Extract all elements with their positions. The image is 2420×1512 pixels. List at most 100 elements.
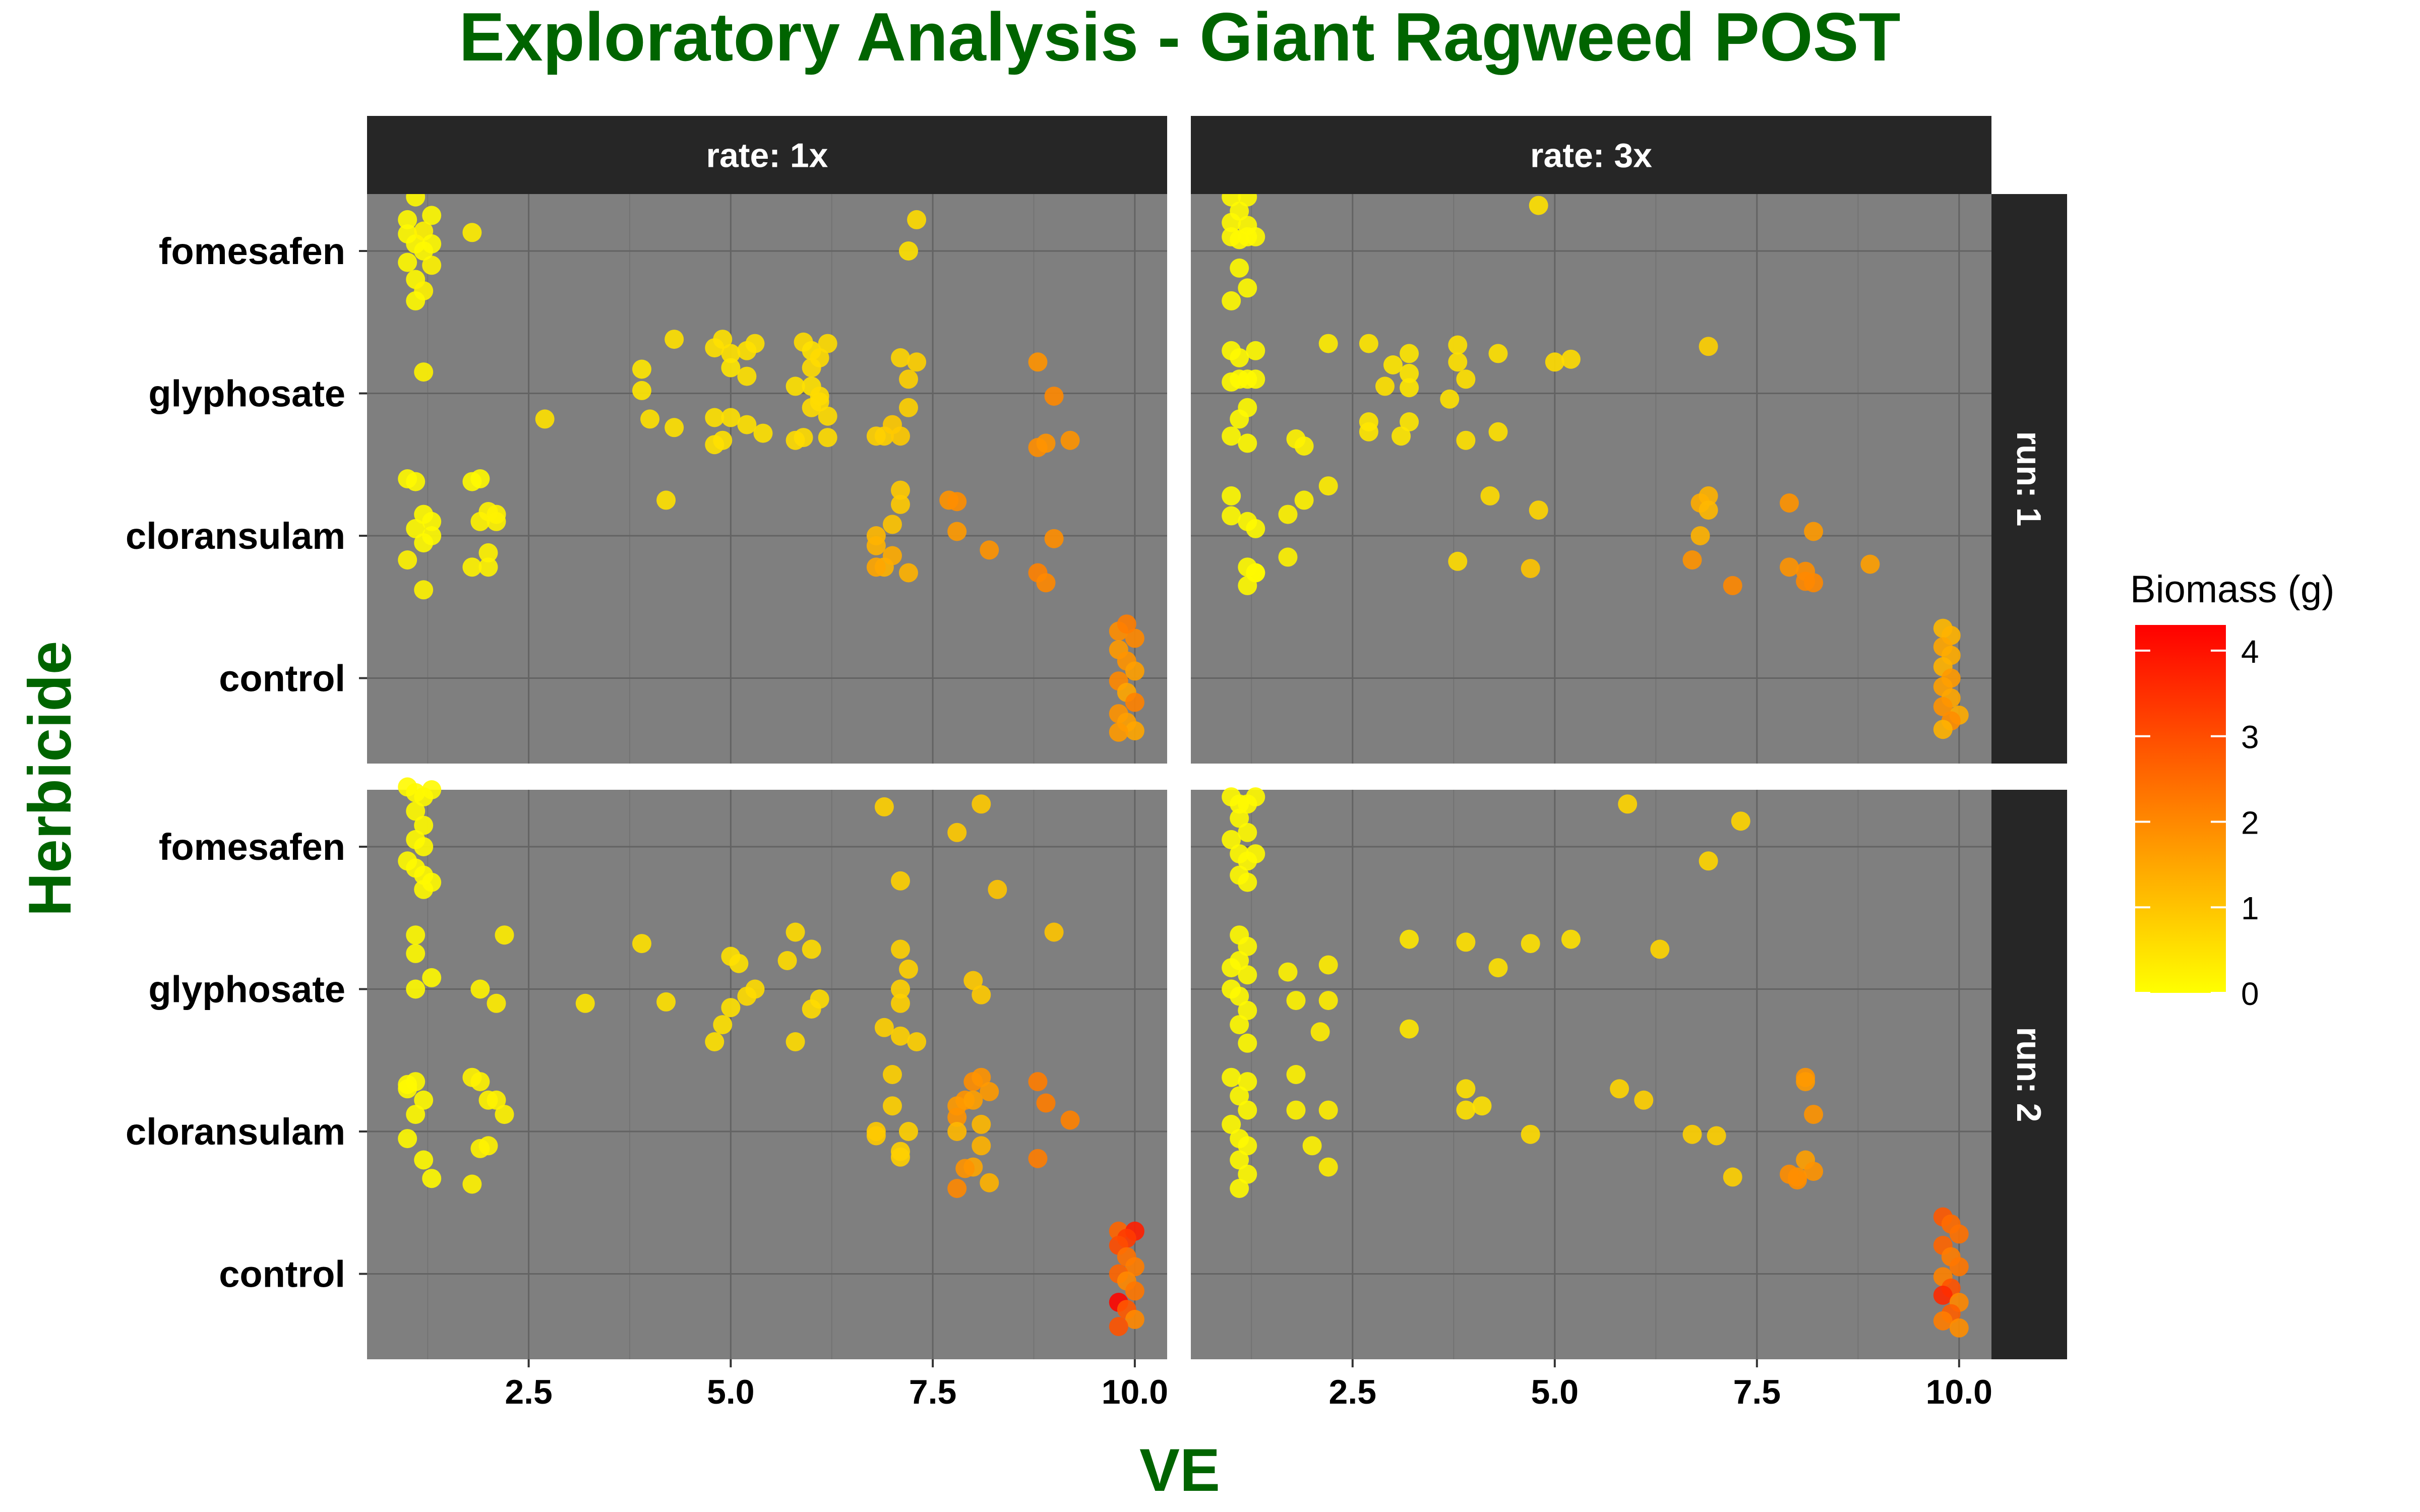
data-point	[1933, 1311, 1953, 1331]
data-point	[737, 415, 757, 434]
panel-rate-3x-run-2	[1191, 787, 1991, 1359]
y-tick-label: fomesafen	[159, 230, 345, 272]
data-point	[1318, 955, 1338, 975]
data-point	[705, 408, 724, 427]
data-point	[1707, 1126, 1726, 1146]
data-point	[1804, 573, 1824, 593]
data-point	[1060, 1110, 1080, 1130]
data-point	[1246, 369, 1265, 389]
data-point	[406, 1105, 426, 1124]
data-point	[891, 480, 910, 500]
data-point	[1036, 573, 1056, 593]
data-point	[1028, 1072, 1048, 1092]
data-point	[1682, 1124, 1702, 1144]
data-point	[1375, 376, 1395, 396]
data-point	[737, 366, 757, 386]
data-point	[1521, 1124, 1540, 1144]
data-point	[1804, 522, 1824, 541]
data-point	[818, 406, 837, 426]
data-point	[972, 1114, 991, 1134]
data-point	[907, 1032, 927, 1051]
data-point	[963, 1090, 983, 1110]
data-point	[713, 330, 733, 349]
data-point	[478, 543, 498, 562]
data-point	[487, 993, 506, 1013]
data-point	[1529, 196, 1548, 215]
panel-rate-1x-run-2	[367, 777, 1167, 1359]
data-point	[891, 1026, 910, 1046]
y-tick-label: cloransulam	[126, 1111, 345, 1153]
data-point	[1949, 1224, 1969, 1244]
chart-title: Exploratory Analysis - Giant Ragweed POS…	[459, 0, 1900, 75]
y-tick-label: fomesafen	[159, 826, 345, 868]
data-point	[874, 797, 894, 816]
data-point	[1448, 335, 1468, 355]
x-tick-label: 10.0	[1102, 1373, 1168, 1411]
legend-tick-label: 0	[2241, 976, 2259, 1012]
legend-tick-label: 4	[2241, 634, 2259, 670]
data-point	[1294, 490, 1314, 510]
data-point	[478, 557, 498, 577]
data-point	[802, 999, 821, 1019]
data-point	[955, 1159, 975, 1178]
data-point	[1699, 500, 1718, 520]
x-axis-title: VE	[1139, 1436, 1220, 1504]
data-point	[1480, 486, 1500, 506]
data-point	[1731, 811, 1750, 831]
data-point	[1488, 344, 1508, 363]
data-point	[1278, 547, 1298, 567]
data-point	[1238, 433, 1257, 453]
data-point	[721, 358, 741, 377]
data-point	[810, 348, 829, 367]
y-tick-label: cloransulam	[126, 515, 345, 557]
strip-background	[1191, 116, 1991, 194]
x-tick-label: 5.0	[707, 1373, 755, 1411]
data-point	[1294, 436, 1314, 456]
data-point	[575, 993, 595, 1013]
data-point	[1392, 426, 1411, 446]
data-point	[802, 939, 821, 959]
y-axis-title: Herbicide	[16, 641, 84, 917]
data-point	[535, 409, 555, 429]
data-point	[1690, 526, 1710, 545]
data-point	[1488, 958, 1508, 978]
data-point	[1318, 476, 1338, 496]
data-point	[462, 1174, 482, 1194]
data-point	[785, 1032, 805, 1051]
data-point	[794, 428, 813, 448]
data-point	[1238, 965, 1257, 985]
data-point	[1780, 493, 1799, 513]
data-point	[972, 794, 991, 814]
data-point	[1125, 628, 1144, 648]
data-point	[1246, 563, 1265, 583]
data-point	[462, 557, 482, 577]
data-point	[406, 472, 426, 491]
data-point	[414, 1090, 434, 1110]
data-point	[899, 398, 918, 417]
data-point	[947, 492, 967, 512]
data-point	[487, 1090, 506, 1110]
data-point	[1699, 851, 1718, 871]
data-point	[1400, 412, 1419, 431]
data-point	[422, 512, 442, 531]
data-point	[1222, 506, 1241, 526]
data-point	[1933, 720, 1953, 739]
panels-layer	[367, 187, 1991, 1359]
y-tick-label: control	[219, 658, 345, 700]
data-point	[947, 522, 967, 541]
x-tick-label: 2.5	[505, 1373, 553, 1411]
data-point	[470, 469, 490, 488]
data-point	[1561, 349, 1581, 369]
data-point	[891, 494, 910, 514]
y-tick-label: glyphosate	[148, 373, 345, 415]
data-point	[1949, 1318, 1969, 1338]
data-point	[891, 1147, 910, 1167]
data-point	[1222, 1114, 1241, 1134]
data-point	[1125, 1309, 1144, 1329]
data-point	[972, 1136, 991, 1156]
data-point	[866, 536, 886, 555]
x-tick-label: 5.0	[1531, 1373, 1579, 1411]
data-point	[1933, 697, 1953, 716]
